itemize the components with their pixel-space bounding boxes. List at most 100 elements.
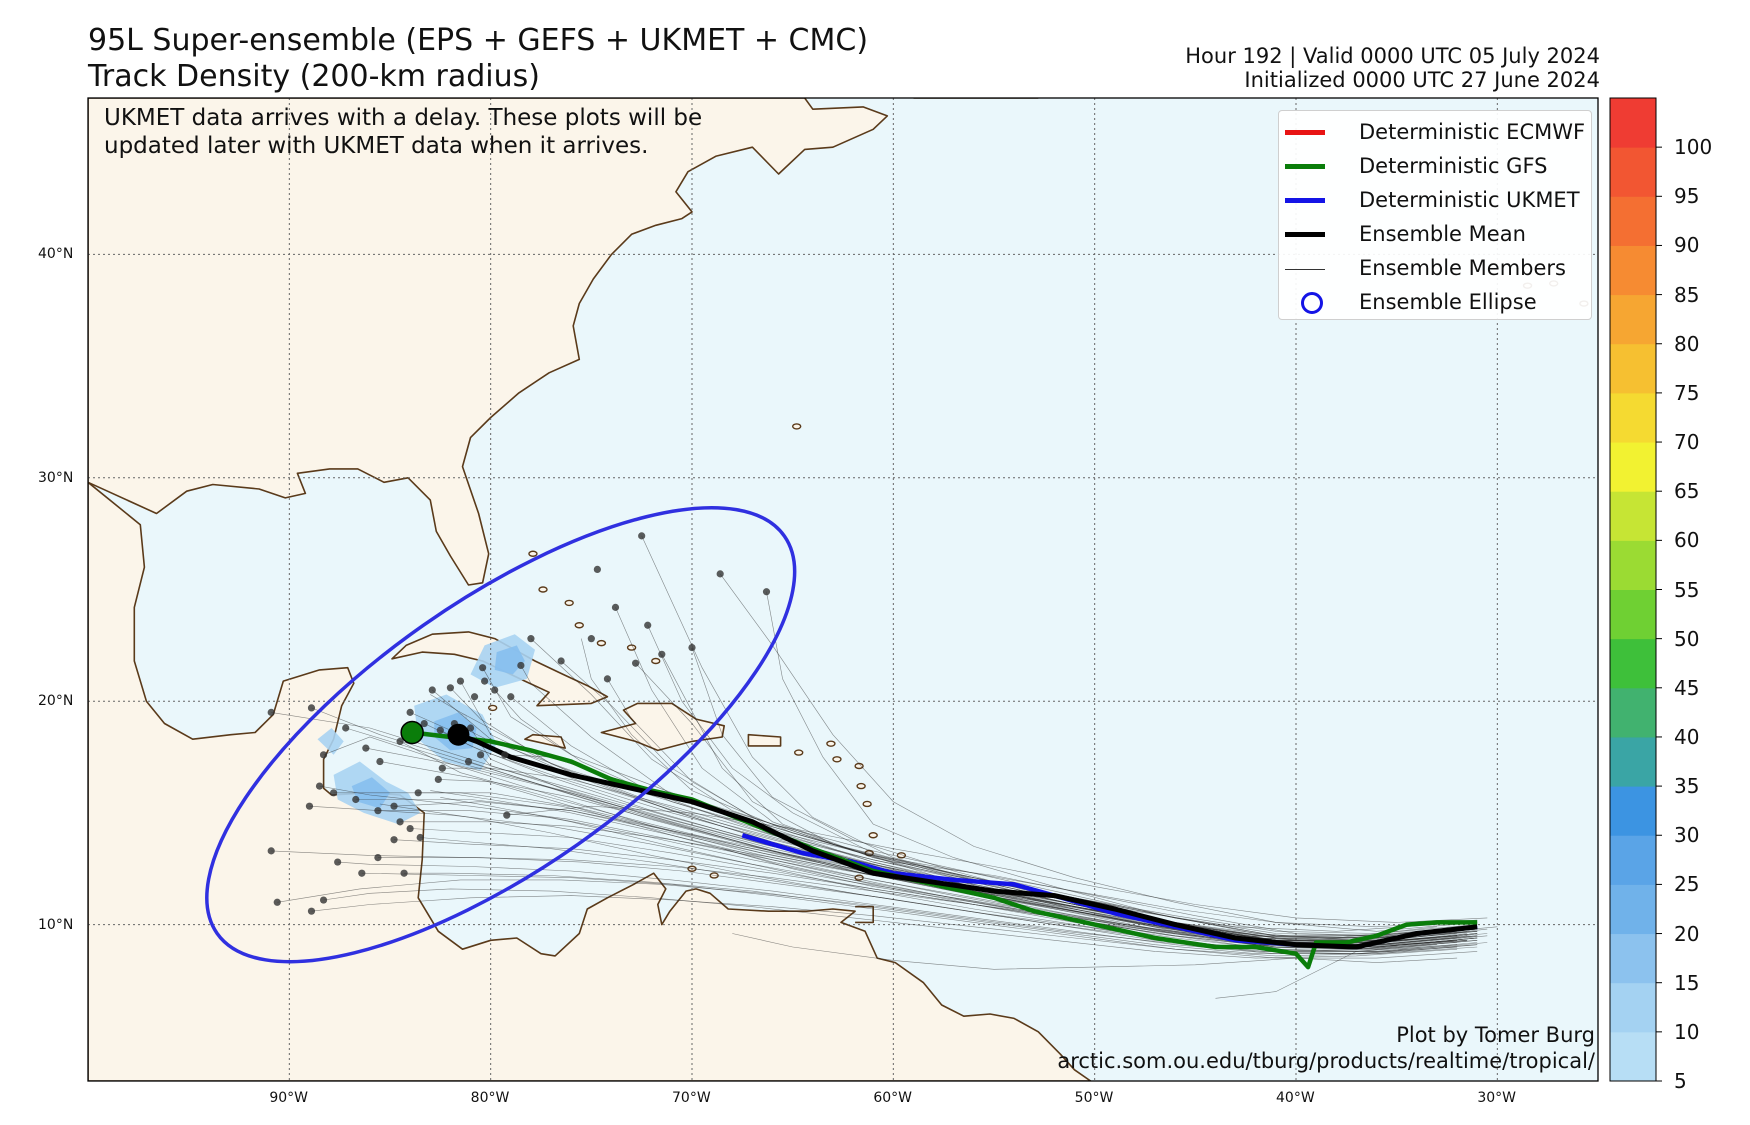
member-end-point [436, 726, 444, 734]
member-end-point [374, 853, 382, 862]
landmass [855, 905, 874, 924]
member-end-point [414, 789, 422, 797]
ellipse-circle-icon [1301, 292, 1323, 314]
island [538, 586, 548, 593]
member-end-point [428, 686, 436, 694]
colorbar-tick-label: 40 [1674, 724, 1700, 749]
member-end-point [438, 764, 446, 772]
member-end-point [307, 907, 316, 915]
member-end-point [406, 824, 414, 833]
island [487, 704, 498, 712]
island [868, 832, 878, 839]
member-end-point [315, 782, 324, 790]
member-end-point [307, 704, 316, 712]
member-end-point [376, 757, 384, 766]
member-end-point [503, 811, 511, 819]
colorbar-tick-label: 100 [1674, 135, 1713, 160]
colorbar-segment [1610, 982, 1656, 1033]
member-end-point [479, 664, 487, 672]
lon-tick-label: 30°W [1477, 1090, 1516, 1106]
ensemble-member-track [442, 767, 1478, 934]
colorbar-segment [1610, 442, 1656, 492]
member-end-point [362, 744, 370, 752]
colorbar-segment [1610, 736, 1656, 787]
legend-label: Ensemble Mean [1359, 222, 1526, 246]
island [794, 749, 804, 756]
member-end-point [400, 869, 408, 877]
member-end-point [644, 621, 652, 629]
colorbar-segment [1610, 98, 1656, 148]
colorbar-tick-label: 35 [1674, 774, 1700, 799]
member-end-point [434, 775, 442, 783]
member-end-point [716, 570, 724, 578]
lon-tick-label: 70°W [672, 1090, 711, 1106]
member-end-points [267, 532, 771, 915]
island [791, 423, 802, 430]
legend-label: Ensemble Members [1359, 256, 1566, 280]
legend-swatch [1285, 130, 1325, 135]
ensemble-ellipse [205, 506, 797, 964]
colorbar-segment [1610, 392, 1656, 443]
legend-swatch [1285, 164, 1325, 169]
colorbar-segment [1610, 638, 1656, 689]
legend-label: Deterministic ECMWF [1359, 120, 1586, 144]
colorbar-tick-label: 55 [1674, 577, 1700, 602]
member-end-point [406, 708, 414, 716]
island [596, 639, 607, 647]
legend-label: Deterministic GFS [1359, 154, 1548, 178]
legend-label: Deterministic UKMET [1359, 188, 1580, 212]
ensemble-member-track [506, 805, 1488, 923]
ensemble-member-track [379, 761, 1478, 952]
lon-tick-label: 80°W [470, 1090, 510, 1106]
lon-tick-label: 90°W [269, 1090, 308, 1106]
ensemble-member-track [732, 933, 1458, 970]
legend-swatch [1285, 232, 1325, 237]
colorbar-tick-label: 10 [1674, 1019, 1700, 1044]
colorbar-segment [1610, 835, 1656, 885]
colorbar-segment [1610, 933, 1656, 984]
member-end-point [420, 719, 428, 728]
member-end-point [305, 802, 314, 810]
colorbar-tick-label: 70 [1674, 430, 1700, 455]
colorbar-tick-label: 15 [1674, 970, 1700, 995]
member-end-point [390, 802, 398, 810]
member-end-point [396, 737, 404, 746]
ensemble-member-track [430, 694, 1437, 932]
member-end-point [352, 795, 360, 804]
title-line-1: 95L Super-ensemble (EPS + GEFS + UKMET +… [88, 23, 869, 58]
legend-item-ellipse: Ensemble Ellipse [1279, 287, 1591, 317]
colorbar-tick-label: 20 [1674, 921, 1700, 946]
member-end-point [507, 693, 515, 701]
colorbar-segment [1610, 147, 1656, 197]
colorbar-segment [1610, 589, 1656, 640]
island [832, 756, 842, 763]
member-end-point [658, 650, 666, 658]
island [564, 599, 574, 607]
member-end-point [374, 807, 382, 815]
colorbar-tick-label: 95 [1674, 184, 1700, 209]
legend-swatch [1285, 198, 1325, 203]
credit-url: arctic.som.ou.edu/tburg/products/realtim… [1057, 1049, 1595, 1073]
island [826, 740, 836, 747]
credit-author: Plot by Tomer Burg [1396, 1023, 1595, 1047]
colorbar-tick-label: 45 [1674, 675, 1700, 700]
landmass [88, 98, 1092, 1081]
member-end-point [491, 686, 499, 694]
colorbar-tick-label: 60 [1674, 528, 1700, 553]
member-end-point [466, 724, 475, 732]
land-layer [88, 98, 1589, 1081]
ensemble-member-track [719, 573, 1478, 932]
legend-swatch [1285, 269, 1325, 270]
island [856, 782, 866, 790]
ensemble-member-track [1215, 944, 1437, 999]
member-end-point [319, 896, 328, 904]
colorbar-segment [1610, 687, 1656, 738]
member-end-point [501, 751, 509, 759]
colorbar-tick-label: 75 [1674, 380, 1700, 405]
member-end-point [358, 869, 366, 877]
gfs-end-marker [400, 720, 424, 745]
lat-tick-label: 40°N [38, 246, 74, 263]
ensemble-member-track [404, 872, 1458, 954]
member-end-point [464, 757, 473, 766]
